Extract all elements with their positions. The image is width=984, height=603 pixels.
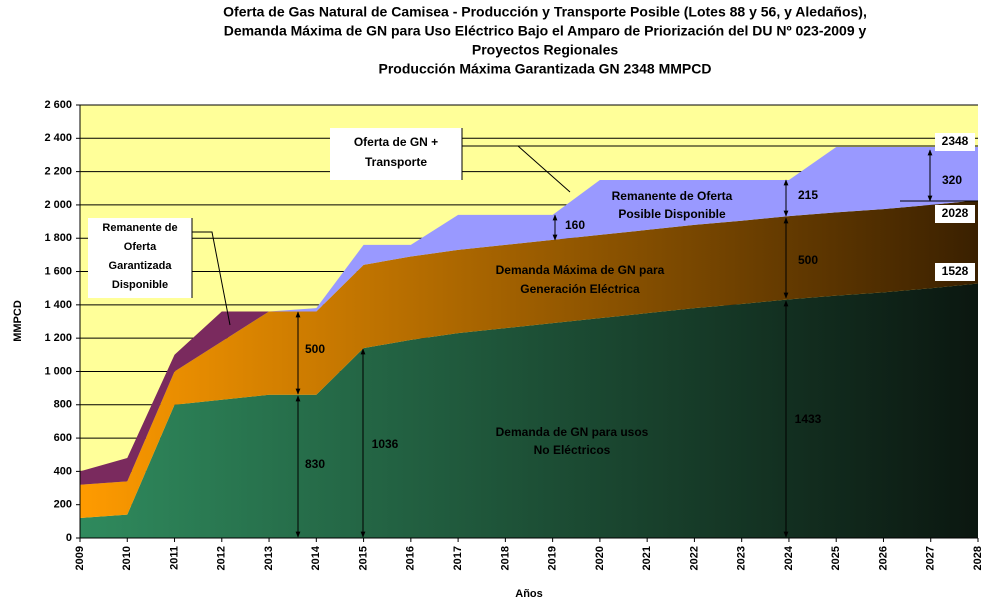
annotation: Demanda Máxima de GN para bbox=[496, 263, 665, 277]
annotation: Garantizada bbox=[109, 260, 173, 272]
title-line: Oferta de Gas Natural de Camisea - Produ… bbox=[223, 4, 867, 20]
annotation: 320 bbox=[942, 173, 962, 187]
annotation: 160 bbox=[565, 218, 585, 232]
x-tick-label: 2015 bbox=[357, 546, 369, 570]
annotation: Oferta de GN + bbox=[354, 135, 438, 149]
x-tick-label: 2011 bbox=[168, 546, 180, 570]
annotation: 830 bbox=[305, 457, 325, 471]
y-tick-label: 1 800 bbox=[44, 232, 72, 244]
x-tick-label: 2028 bbox=[972, 546, 984, 570]
y-axis-label: MMPCD bbox=[12, 300, 24, 342]
x-tick-label: 2013 bbox=[263, 546, 275, 570]
annotation-box bbox=[88, 218, 192, 298]
y-tick-label: 0 bbox=[66, 532, 72, 544]
x-tick-label: 2018 bbox=[499, 546, 511, 570]
x-tick-label: 2027 bbox=[925, 546, 937, 570]
x-tick-label: 2012 bbox=[216, 546, 228, 570]
areas bbox=[80, 146, 978, 538]
x-tick-label: 2019 bbox=[547, 546, 559, 570]
annotation: 1036 bbox=[372, 437, 399, 451]
annotation: 500 bbox=[798, 253, 818, 267]
x-tick-label: 2009 bbox=[74, 546, 86, 570]
x-tick-label: 2014 bbox=[310, 545, 322, 570]
x-tick-label: 2022 bbox=[688, 546, 700, 570]
annotation: 500 bbox=[305, 342, 325, 356]
dimension-lines bbox=[192, 145, 978, 538]
y-tick-label: 2 600 bbox=[44, 99, 72, 111]
end-label-box bbox=[935, 205, 975, 223]
end-label: 1528 bbox=[942, 264, 969, 278]
annotation: Oferta bbox=[124, 241, 157, 253]
annotations-layer: Oferta de GN + Transporte Remanente de Ofer… bbox=[88, 128, 978, 538]
annotation-box bbox=[330, 128, 462, 180]
annotation: Generación Eléctrica bbox=[520, 282, 640, 296]
title-line: Producción Máxima Garantizada GN 2348 MM… bbox=[379, 61, 712, 77]
title-line: Proyectos Regionales bbox=[472, 42, 618, 58]
end-label: 2348 bbox=[942, 134, 969, 148]
annotation: Disponible bbox=[112, 279, 168, 291]
x-tick-label: 2020 bbox=[594, 546, 606, 570]
annotation: Remanente de Oferta bbox=[612, 189, 733, 203]
y-tick-label: 600 bbox=[54, 432, 72, 444]
y-tick-label: 2 400 bbox=[44, 132, 72, 144]
y-tick-label: 2 200 bbox=[44, 166, 72, 178]
y-tick-label: 1 600 bbox=[44, 265, 72, 277]
annotation: Posible Disponible bbox=[618, 207, 726, 221]
x-axis-label: Años bbox=[515, 588, 543, 600]
x-tick-label: 2010 bbox=[121, 546, 133, 570]
x-tick-label: 2017 bbox=[452, 546, 464, 570]
x-tick-label: 2021 bbox=[641, 546, 653, 570]
y-tick-label: 200 bbox=[54, 499, 72, 511]
y-tick-label: 1 400 bbox=[44, 299, 72, 311]
annotation: 215 bbox=[798, 188, 818, 202]
title-line: Demanda Máxima de GN para Uso Eléctrico … bbox=[224, 23, 867, 39]
y-tick-label: 1 000 bbox=[44, 365, 72, 377]
area bbox=[80, 146, 978, 472]
area bbox=[80, 283, 978, 538]
y-tick-label: 1 200 bbox=[44, 332, 72, 344]
y-tick-label: 400 bbox=[54, 465, 72, 477]
annotation: Transporte bbox=[365, 155, 427, 169]
end-label-box bbox=[935, 133, 975, 151]
x-tick-label: 2016 bbox=[405, 546, 417, 570]
end-label-box bbox=[935, 263, 975, 281]
annotation: 1433 bbox=[795, 412, 822, 426]
y-tick-label: 2 000 bbox=[44, 199, 72, 211]
x-tick-label: 2025 bbox=[830, 546, 842, 570]
x-tick-label: 2024 bbox=[783, 545, 795, 570]
annotation: Remanente de bbox=[102, 222, 177, 234]
x-tick-label: 2026 bbox=[877, 546, 889, 570]
chart-title: Oferta de Gas Natural de Camisea - Produ… bbox=[223, 4, 867, 77]
x-tick-label: 2023 bbox=[736, 546, 748, 570]
annotation: No Eléctricos bbox=[534, 443, 611, 457]
annotation: Demanda de GN para usos bbox=[496, 425, 649, 439]
axes: 0 200 400 600 800 1 000 1 200 1 400 1 600 1 800 2 … bbox=[12, 99, 984, 600]
y-tick-label: 800 bbox=[54, 399, 72, 411]
area bbox=[80, 200, 978, 519]
end-label: 2028 bbox=[942, 206, 969, 220]
